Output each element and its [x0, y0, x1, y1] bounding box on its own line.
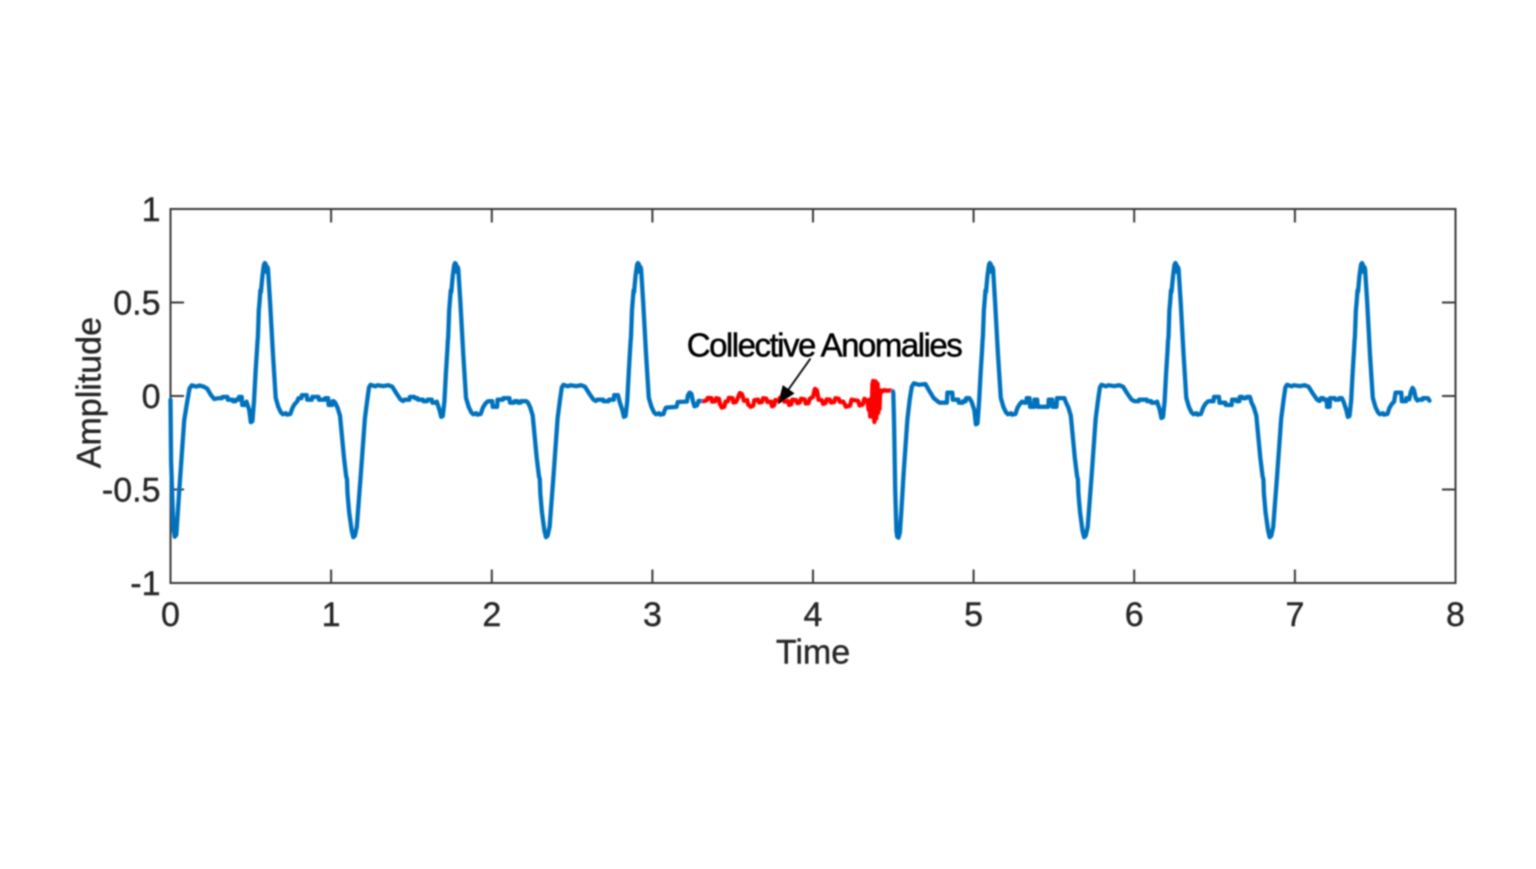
- svg-text:6: 6: [1125, 596, 1144, 634]
- svg-text:2: 2: [482, 596, 501, 634]
- svg-text:1: 1: [322, 596, 341, 634]
- svg-text:5: 5: [964, 596, 983, 634]
- svg-text:-0.5: -0.5: [102, 472, 161, 510]
- svg-text:Amplitude: Amplitude: [71, 317, 109, 468]
- svg-text:Collective Anomalies: Collective Anomalies: [687, 327, 962, 364]
- svg-text:0.5: 0.5: [113, 285, 160, 323]
- svg-text:1: 1: [142, 191, 161, 229]
- svg-text:Time: Time: [776, 634, 850, 672]
- svg-text:-1: -1: [130, 565, 160, 603]
- svg-text:4: 4: [804, 596, 823, 634]
- svg-text:0: 0: [161, 596, 180, 634]
- svg-text:3: 3: [643, 596, 662, 634]
- svg-text:8: 8: [1446, 596, 1465, 634]
- svg-text:0: 0: [142, 378, 161, 416]
- svg-text:7: 7: [1285, 596, 1304, 634]
